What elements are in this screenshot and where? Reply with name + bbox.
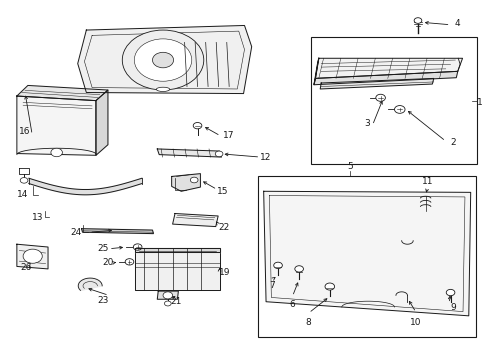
Text: 15: 15 [217,187,228,196]
Text: 9: 9 [449,303,455,312]
Circle shape [125,259,134,265]
Text: 22: 22 [218,223,229,232]
Polygon shape [313,58,318,85]
Circle shape [325,283,334,290]
Polygon shape [135,248,219,290]
Text: 12: 12 [260,153,271,162]
Text: 1: 1 [476,98,482,107]
Polygon shape [313,71,457,85]
Polygon shape [157,291,178,299]
Circle shape [23,249,42,263]
Polygon shape [320,78,433,89]
Circle shape [394,105,404,113]
Polygon shape [263,191,470,316]
Bar [257,176,475,337]
Circle shape [133,244,142,250]
Circle shape [413,18,421,23]
Circle shape [273,262,282,269]
Text: 7: 7 [269,282,275,290]
Circle shape [20,177,28,183]
Text: 19: 19 [218,268,230,277]
Polygon shape [96,90,108,155]
Text: 26: 26 [20,263,32,272]
Polygon shape [17,85,108,100]
Text: 5: 5 [346,162,352,171]
Bar [310,37,476,164]
Polygon shape [78,26,251,94]
Text: 10: 10 [409,318,421,327]
Polygon shape [172,213,218,226]
Polygon shape [171,174,200,191]
Circle shape [122,30,203,90]
Text: 24: 24 [70,228,81,237]
Circle shape [164,301,171,306]
Text: 17: 17 [223,131,234,140]
Text: 4: 4 [454,18,460,27]
Text: 14: 14 [18,190,29,199]
Circle shape [215,151,223,157]
Circle shape [152,52,173,68]
Text: 2: 2 [449,139,455,148]
Text: 16: 16 [19,127,31,136]
Text: 21: 21 [170,297,182,306]
Circle shape [446,289,454,296]
Polygon shape [78,278,102,291]
Text: 18: 18 [151,56,163,65]
Polygon shape [17,96,96,155]
Polygon shape [17,244,48,269]
Polygon shape [81,229,153,234]
Text: 13: 13 [32,212,43,221]
Text: 20: 20 [102,258,113,267]
Circle shape [190,177,198,183]
Circle shape [134,39,191,81]
Text: 8: 8 [305,318,311,327]
Polygon shape [157,149,221,157]
Ellipse shape [156,87,169,91]
Polygon shape [315,58,462,78]
Text: 11: 11 [421,177,432,186]
Text: 25: 25 [97,244,109,253]
Circle shape [163,292,172,299]
Text: 23: 23 [97,296,109,305]
Circle shape [193,122,202,129]
Text: 6: 6 [289,300,295,309]
Polygon shape [29,178,142,195]
Circle shape [51,148,62,157]
Circle shape [375,94,385,101]
Polygon shape [135,248,219,252]
Circle shape [294,266,303,272]
Text: 3: 3 [363,119,369,128]
